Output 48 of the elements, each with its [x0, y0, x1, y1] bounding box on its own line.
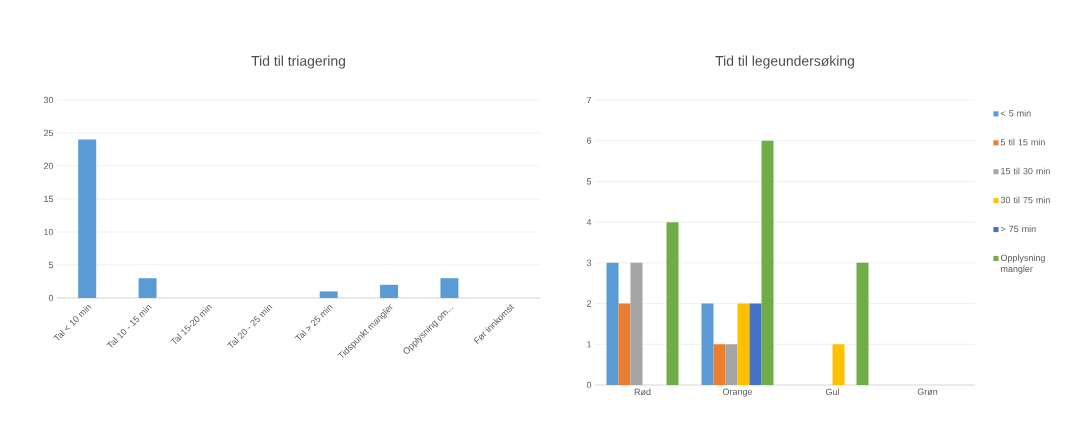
- legend-label: > 75 min: [1000, 225, 1036, 233]
- y-tick-label: 7: [586, 96, 592, 104]
- x-tick-label: Tal < 10 min: [53, 305, 92, 341]
- y-tick-label: 5: [48, 261, 54, 269]
- x-tick-label: Tal > 25 min: [294, 305, 333, 341]
- x-tick-label: Tal 10 - 15 min: [106, 305, 152, 348]
- y-tick-label: 10: [44, 228, 54, 236]
- bar: [832, 344, 845, 385]
- bar: [701, 303, 714, 385]
- y-tick-label: 30: [43, 96, 54, 104]
- bar: [737, 303, 750, 385]
- y-tick-label: 25: [43, 129, 54, 137]
- legend-label: < 5 min: [1000, 109, 1031, 117]
- y-tick-label: 5: [586, 178, 592, 185]
- y-tick-label: 3: [586, 259, 592, 267]
- y-tick-label: 0: [48, 294, 54, 302]
- legend-label: 30 til 75 min: [1000, 196, 1050, 204]
- legend-label: 5 til 15 min: [1000, 138, 1045, 146]
- y-tick-label: 6: [586, 137, 592, 144]
- bar: [138, 278, 157, 298]
- x-tick-label: Rød: [634, 388, 651, 396]
- y-tick-label: 1: [587, 341, 592, 348]
- bar: [380, 284, 399, 298]
- legend-label: 15 til 30 min: [1001, 167, 1050, 175]
- y-tick-label: 2: [586, 300, 592, 307]
- bar: [856, 262, 869, 385]
- x-tick-label: Gul: [825, 388, 839, 396]
- y-tick-label: 15: [44, 195, 54, 203]
- bar: [749, 303, 762, 385]
- x-tick-label: Grøn: [917, 388, 938, 395]
- x-tick-label: Orange: [722, 388, 753, 397]
- bar: [319, 291, 338, 298]
- chart-title: Tid til legeundersøking: [715, 55, 854, 69]
- x-tick-label: Tal 20 - 25 min: [227, 305, 273, 348]
- y-tick-label: 0: [586, 381, 592, 389]
- bar: [618, 303, 631, 385]
- bar: [630, 262, 643, 385]
- y-tick-label: 4: [586, 219, 592, 226]
- bar: [725, 344, 738, 385]
- bar: [606, 262, 619, 385]
- legend-label: Opplysning mangler: [1000, 254, 1045, 274]
- bar: [78, 139, 97, 298]
- bar: [761, 140, 774, 385]
- y-tick-label: 20: [43, 162, 54, 170]
- bar: [440, 278, 459, 298]
- chart-title: Tid til triagering: [251, 55, 345, 69]
- bar: [713, 344, 726, 385]
- bar: [666, 222, 679, 385]
